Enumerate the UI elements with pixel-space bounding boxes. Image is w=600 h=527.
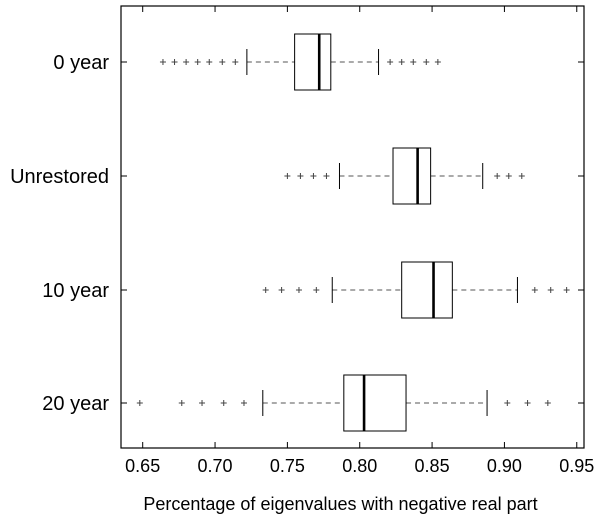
outlier-point: [563, 287, 570, 293]
iqr-box: [401, 261, 453, 319]
outlier-point: [310, 173, 317, 179]
outlier-point: [199, 400, 206, 406]
x-tick-label: 0.65: [125, 456, 160, 476]
outlier-point: [313, 287, 320, 293]
plot-frame: [120, 5, 585, 449]
outlier-point: [219, 59, 226, 65]
outlier-point: [518, 173, 525, 179]
outlier-point: [323, 173, 330, 179]
outlier-point: [524, 400, 531, 406]
x-tick-label: 0.85: [415, 456, 450, 476]
outlier-point: [240, 400, 247, 406]
outlier-point: [505, 173, 512, 179]
marks-layer: [136, 33, 570, 432]
outlier-point: [297, 173, 304, 179]
ticks-layer: 0.65 0.70 0.75 0.80 0.85 0.90 0.95 0 year Unrest…: [10, 6, 594, 476]
outlier-point: [504, 400, 511, 406]
outlier-point: [494, 173, 501, 179]
x-axis-label: Percentage of eigenvalues with negative …: [143, 494, 537, 514]
outlier-point: [547, 287, 554, 293]
outlier-point: [295, 287, 302, 293]
box-group: [262, 261, 570, 319]
outlier-point: [387, 59, 394, 65]
x-tick-label: 0.90: [487, 456, 522, 476]
iqr-box: [294, 33, 332, 91]
outlier-point: [178, 400, 185, 406]
outlier-point: [278, 287, 285, 293]
outlier-point: [398, 59, 405, 65]
outlier-point: [194, 59, 201, 65]
outlier-point: [171, 59, 178, 65]
box-group: [284, 147, 525, 205]
iqr-box: [392, 147, 432, 205]
outlier-point: [284, 173, 291, 179]
outlier-point: [544, 400, 551, 406]
category-label: 10 year: [42, 280, 109, 302]
outlier-point: [232, 59, 239, 65]
outlier-point: [434, 59, 441, 65]
category-label: 0 year: [53, 52, 109, 74]
box-group: [136, 374, 551, 432]
outlier-point: [159, 59, 166, 65]
outlier-point: [423, 59, 430, 65]
box-group: [159, 33, 441, 91]
outlier-point: [410, 59, 417, 65]
x-tick-label: 0.80: [342, 456, 377, 476]
category-label: Unrestored: [10, 166, 109, 188]
outlier-point: [531, 287, 538, 293]
category-label: 20 year: [42, 393, 109, 415]
x-tick-label: 0.70: [198, 456, 233, 476]
outlier-point: [183, 59, 190, 65]
outlier-point: [220, 400, 227, 406]
outlier-point: [262, 287, 269, 293]
outlier-point: [206, 59, 213, 65]
outlier-point: [136, 400, 143, 406]
x-tick-label: 0.95: [559, 456, 594, 476]
x-tick-label: 0.75: [270, 456, 305, 476]
iqr-box: [343, 374, 407, 432]
